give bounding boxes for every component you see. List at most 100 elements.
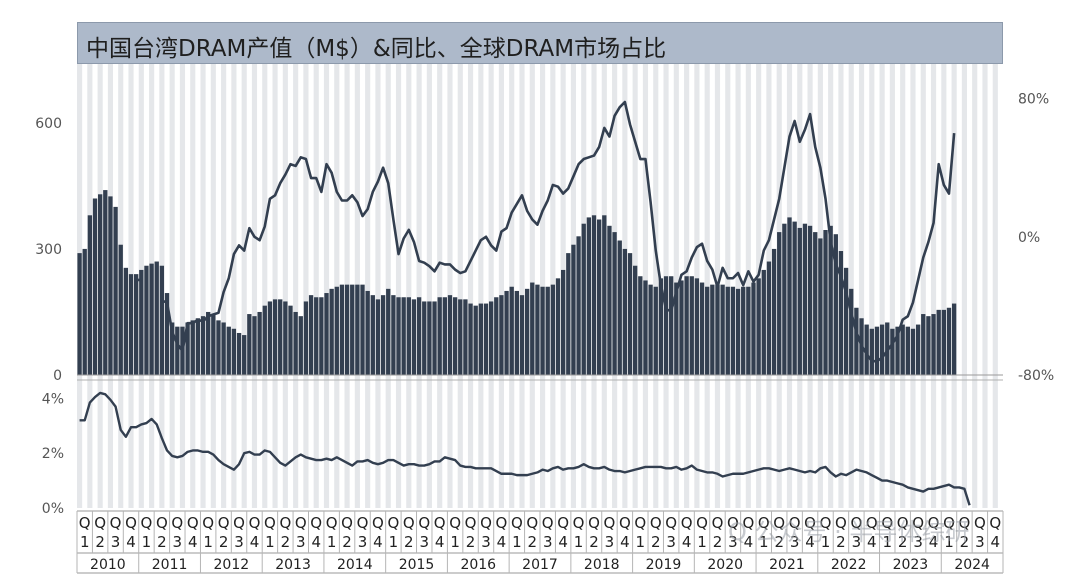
quarter-number: 4 [250,533,260,551]
quarter-number: 1 [759,533,769,551]
bar [607,225,612,375]
quarter-letter: Q [264,514,276,532]
quarter-number: 1 [697,533,707,551]
quarter-letter: Q [79,514,91,532]
quarter-number: 4 [805,533,815,551]
quarter-number: 1 [882,533,892,551]
quarter-number: 2 [342,533,352,551]
quarter-letter: Q [820,514,832,532]
bar [560,269,566,375]
bar [278,299,283,375]
bar [663,276,669,375]
year-label: 2021 [769,557,805,573]
bar [447,295,453,375]
stripe [365,64,371,508]
year-label: 2022 [831,557,867,573]
quarter-number: 3 [358,533,368,551]
quarter-letter: Q [403,514,415,532]
stripe [169,64,175,508]
bar [766,261,772,375]
bottom-line-series [79,391,971,506]
quarter-letter: Q [989,514,1001,532]
bar [941,309,946,375]
quarter-number: 3 [975,533,985,551]
quarter-letter: Q [573,514,585,532]
bar [530,282,535,375]
quarter-number: 4 [435,533,445,551]
quarter-number: 4 [558,533,568,551]
quarter-number: 4 [373,533,383,551]
stripe [200,64,206,508]
bar [483,303,489,375]
quarter-number: 1 [327,533,337,551]
bar [468,303,473,375]
quarter-letter: Q [557,514,569,532]
bar [463,299,468,375]
bar [396,297,401,375]
year-label: 2016 [460,557,496,573]
stripe [282,64,288,508]
bar [705,286,710,375]
bar [869,328,874,375]
quarter-letter: Q [850,514,862,532]
stripe [406,64,412,508]
bar [452,297,458,375]
quarter-number: 2 [219,533,229,551]
bar [432,301,437,375]
bar [689,276,694,375]
stripe [982,64,988,508]
bar [864,324,869,375]
bar [555,278,561,375]
year-label: 2018 [584,557,620,573]
quarter-letter: Q [310,514,322,532]
bar [103,190,108,375]
bar [128,274,134,375]
stripe [858,64,865,508]
quarter-number: 2 [95,533,105,551]
quarter-letter: Q [496,514,508,532]
stripe [190,64,196,508]
quarter-letter: Q [449,514,461,532]
bar [416,297,422,375]
bar [741,286,746,375]
year-label: 2014 [337,557,373,573]
year-label: 2013 [275,557,311,573]
stripe [879,64,885,508]
bar [92,198,98,375]
quarter-number: 4 [497,533,507,551]
quarter-number: 4 [311,533,321,551]
bar [581,223,586,375]
bar [833,234,838,375]
bar [782,223,787,375]
bar [735,288,741,375]
bar [134,274,139,375]
bar [519,295,525,375]
bar [802,223,808,375]
yoy-line [136,100,956,363]
bar [828,225,833,375]
bar [206,311,211,375]
quarter-number: 4 [188,533,198,551]
quarter-number: 3 [913,533,923,551]
bar [524,288,530,375]
quarter-number: 1 [636,533,646,551]
quarter-number: 3 [790,533,800,551]
bar [509,286,514,375]
bar [874,326,880,375]
bar [288,305,293,375]
bar [746,286,751,375]
bar [751,282,756,375]
quarter-letter: Q [295,514,307,532]
bar [602,215,607,375]
quarter-number: 2 [528,533,538,551]
bar [303,301,309,375]
bar [478,303,483,375]
quarter-letter: Q [696,514,708,532]
year-label: 2023 [893,557,929,573]
bar [293,311,298,375]
quarter-letter: Q [94,514,106,532]
bar [319,297,324,375]
bar [612,232,617,375]
bar [216,320,221,375]
